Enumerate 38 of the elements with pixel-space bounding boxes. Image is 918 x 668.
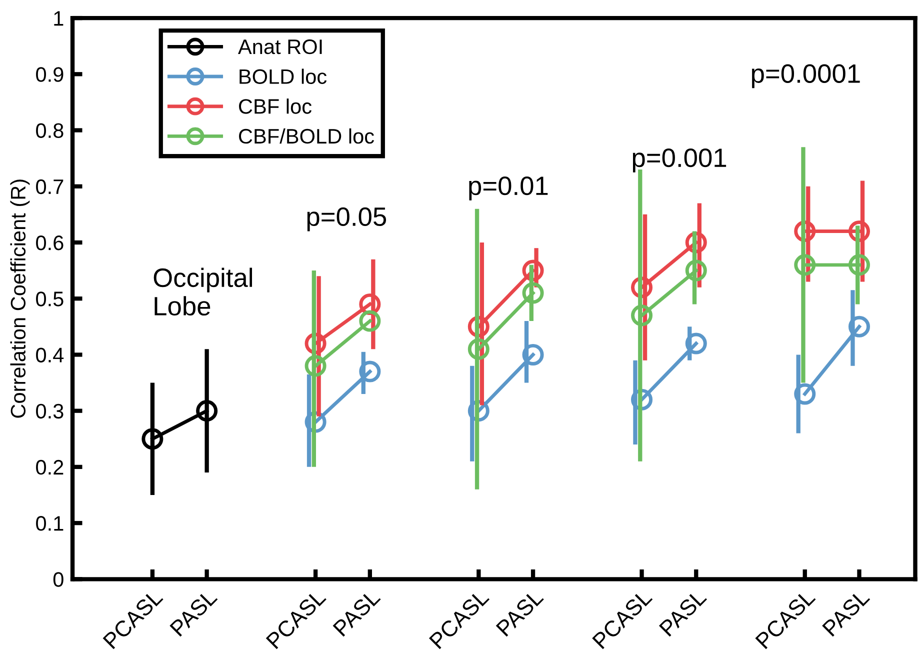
point [685, 332, 707, 354]
y-tick-label: 0.2 [36, 460, 64, 475]
point [304, 355, 326, 377]
point [848, 254, 870, 276]
point [359, 310, 381, 332]
annotation: p=0.01 [469, 176, 548, 200]
y-tick-label: 0.8 [36, 123, 64, 138]
y-tick-label: 0 [53, 572, 64, 587]
y-tick-label: 1 [54, 11, 64, 26]
legend-label: CBF loc [239, 98, 312, 114]
point [196, 400, 218, 422]
point [631, 304, 653, 326]
point [794, 254, 816, 276]
y-tick-label: 0.5 [36, 292, 64, 306]
annotation: p=0.001 [632, 148, 726, 172]
y-tick-label: 0.7 [36, 179, 64, 194]
point [522, 260, 544, 282]
annotation: p=0.0001 [752, 64, 860, 88]
point [794, 383, 816, 405]
y-tick-label: 0.3 [36, 404, 64, 419]
y-tick-label: 0.9 [36, 67, 64, 82]
point [522, 344, 544, 366]
point [522, 282, 544, 304]
point [685, 260, 707, 282]
y-axis-title: Correlation Coefficient (R) [10, 180, 30, 418]
annotation: p=0.05 [307, 207, 386, 232]
point [848, 220, 870, 242]
point [359, 360, 381, 382]
legend-label: CBF/BOLD loc [239, 128, 374, 144]
point [848, 316, 870, 338]
y-tick-label: 0.1 [36, 516, 64, 531]
legend-label: Anat ROI [238, 39, 322, 54]
y-tick-label: 0.4 [36, 348, 64, 362]
point [468, 338, 490, 360]
legend-label: BOLD loc [240, 68, 327, 84]
annotation: Occipital Lobe [154, 268, 252, 316]
y-tick-label: 0.6 [36, 235, 64, 250]
point [142, 428, 164, 450]
